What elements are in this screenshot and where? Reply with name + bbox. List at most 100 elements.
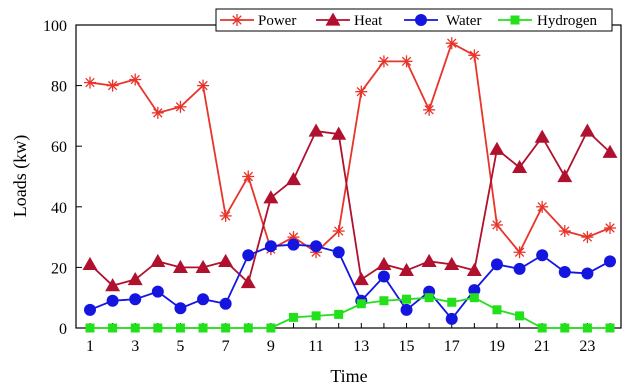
legend-entry-hydrogen: Hydrogen (498, 13, 597, 29)
data-point-hydrogen (582, 323, 592, 333)
data-point-power (513, 246, 526, 259)
data-point-water (151, 285, 164, 298)
y-tick-label: 40 (51, 200, 67, 217)
data-point-heat (218, 253, 234, 267)
data-point-hydrogen (85, 323, 95, 333)
data-point-power (332, 225, 345, 238)
y-tick-label: 80 (51, 79, 67, 96)
legend: Power Heat Water Hydrogen (215, 8, 613, 32)
series-line-hydrogen (90, 296, 610, 329)
data-point-heat (421, 253, 437, 267)
data-point-heat (285, 172, 301, 186)
data-point-heat (263, 190, 279, 204)
data-point-water (84, 303, 96, 316)
y-axis-title: Loads (kw) (10, 135, 31, 217)
data-point-hydrogen (356, 299, 366, 309)
data-point-power (468, 49, 481, 62)
x-tick-label: 7 (222, 338, 230, 355)
data-point-water (513, 262, 526, 275)
data-point-water (604, 255, 616, 268)
data-point-power (377, 55, 390, 68)
series-line-heat (89, 129, 611, 287)
x-tick-label: 17 (444, 338, 460, 355)
data-point-power (197, 79, 210, 92)
data-point-water (242, 249, 255, 262)
series-water (84, 238, 616, 325)
data-point-power (423, 103, 436, 116)
data-point-heat (399, 262, 415, 277)
y-tick-label: 20 (51, 260, 67, 277)
data-point-power (129, 73, 142, 86)
data-point-heat (512, 159, 528, 174)
data-point-water (106, 294, 119, 307)
data-point-hydrogen (492, 305, 502, 315)
legend-marker-power (231, 14, 243, 26)
data-point-heat (353, 272, 369, 286)
x-tick-label: 21 (534, 338, 550, 355)
data-point-water (400, 303, 413, 316)
legend-label-heat: Heat (354, 13, 383, 29)
data-point-heat (602, 144, 618, 158)
data-point-heat (150, 253, 166, 267)
plot-frame (75, 24, 622, 329)
x-tick-label: 3 (131, 338, 139, 355)
data-point-water (581, 267, 594, 280)
x-tick-label: 13 (353, 338, 369, 355)
data-point-heat (127, 272, 143, 286)
data-point-water (490, 258, 503, 271)
data-point-power (355, 85, 368, 98)
data-point-hydrogen (175, 323, 185, 333)
data-point-water (445, 312, 458, 325)
data-point-hydrogen (560, 323, 570, 333)
series-heat (82, 123, 618, 292)
x-axis-title: Time (330, 366, 367, 386)
x-tick-label: 11 (308, 338, 323, 355)
data-point-heat (82, 256, 98, 270)
data-point-water (197, 293, 210, 306)
data-point-hydrogen (334, 309, 344, 319)
data-point-hydrogen (153, 323, 163, 333)
x-tick-label: 15 (399, 338, 415, 355)
legend-entry-power: Power (220, 13, 296, 29)
y-tick-label: 60 (51, 139, 67, 156)
series-layer (82, 37, 618, 333)
data-point-hydrogen (379, 296, 389, 306)
data-point-water (536, 249, 549, 262)
data-point-heat (444, 256, 460, 270)
data-point-hydrogen (311, 311, 321, 321)
data-point-power (242, 170, 255, 183)
data-point-heat (466, 262, 482, 277)
data-point-hydrogen (469, 293, 479, 303)
data-point-heat (172, 259, 188, 274)
data-point-water (377, 270, 390, 283)
x-tick-label: 23 (579, 338, 595, 355)
legend-entry-water: Water (404, 13, 481, 29)
data-point-hydrogen (108, 323, 118, 333)
data-point-power (490, 218, 503, 231)
legend-marker-water (415, 14, 427, 26)
data-point-heat (240, 275, 256, 289)
legend-label-water: Water (446, 13, 481, 29)
data-point-hydrogen (537, 323, 547, 333)
data-point-water (558, 265, 571, 278)
data-point-power (219, 209, 232, 222)
data-point-power (400, 55, 413, 68)
legend-label-power: Power (258, 13, 296, 29)
series-line-power (89, 41, 611, 254)
data-point-hydrogen (402, 294, 412, 304)
data-point-heat (557, 169, 573, 183)
data-point-power (604, 222, 616, 235)
data-point-power (106, 79, 119, 92)
data-point-hydrogen (266, 323, 276, 333)
data-point-water (287, 238, 300, 251)
data-point-hydrogen (221, 323, 231, 333)
data-point-hydrogen (130, 323, 140, 333)
data-point-water (332, 246, 345, 259)
data-point-heat (489, 141, 505, 155)
data-point-power (151, 106, 164, 119)
data-point-power (558, 225, 571, 238)
data-point-heat (534, 129, 550, 143)
x-tick-label: 1 (86, 338, 94, 355)
